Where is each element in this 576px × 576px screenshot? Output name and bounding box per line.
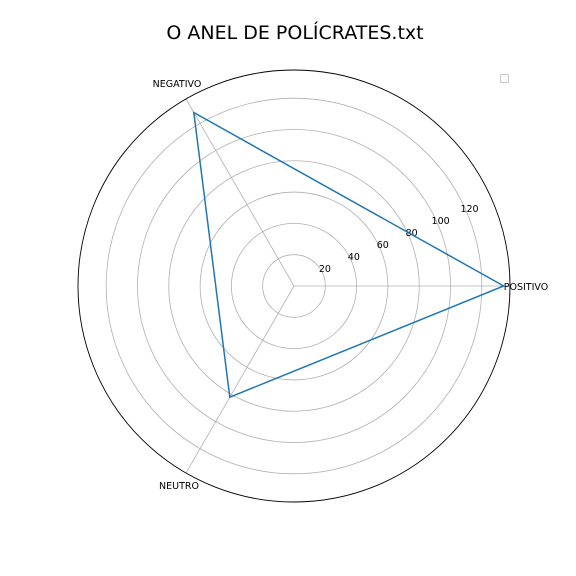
- r-tick-label-60: 60: [377, 240, 389, 251]
- data-point-neutro: [229, 396, 231, 398]
- r-tick-label-120: 120: [460, 204, 478, 215]
- category-label-positivo: POSITIVO: [504, 282, 548, 293]
- category-label-neutro: NEUTRO: [159, 481, 199, 492]
- category-label-negativo: NEGATIVO: [153, 79, 202, 90]
- data-point-negativo: [193, 112, 195, 114]
- data-point-positivo: [503, 285, 505, 287]
- r-tick-label-100: 100: [432, 216, 450, 227]
- spoke-negativo: [186, 99, 294, 286]
- r-tick-label-20: 20: [319, 264, 331, 275]
- r-tick-label-40: 40: [348, 252, 360, 263]
- spoke-neutro: [186, 286, 294, 473]
